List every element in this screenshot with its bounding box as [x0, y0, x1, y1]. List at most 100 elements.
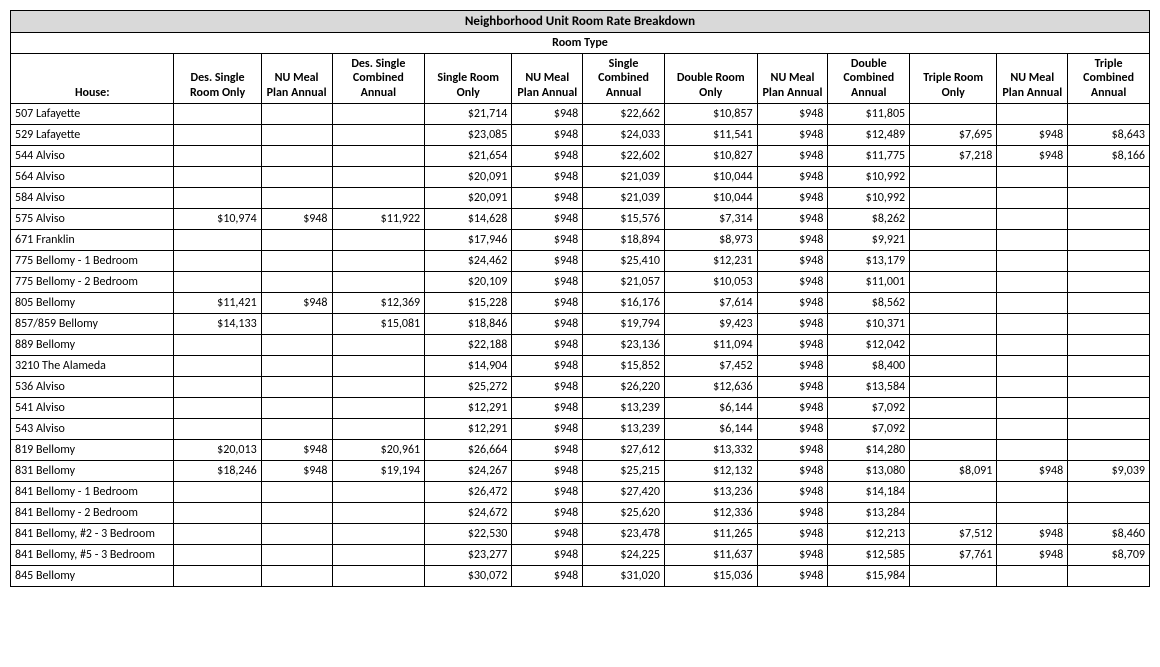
- rate-cell: [332, 146, 425, 167]
- rate-cell: [261, 377, 332, 398]
- rate-cell: $11,805: [828, 104, 910, 125]
- table-row: 575 Alviso$10,974$948$11,922$14,628$948$…: [11, 209, 1150, 230]
- rate-cell: $27,612: [583, 440, 665, 461]
- rate-cell: [174, 335, 261, 356]
- rate-cell: $8,460: [1068, 524, 1150, 545]
- rate-cell: $8,709: [1068, 545, 1150, 566]
- house-name-cell: 889 Bellomy: [11, 335, 174, 356]
- rate-cell: $948: [261, 293, 332, 314]
- rate-cell: $948: [512, 440, 583, 461]
- rate-cell: $12,369: [332, 293, 425, 314]
- rate-cell: [1068, 272, 1150, 293]
- rate-cell: [997, 377, 1068, 398]
- rate-cell: $26,664: [425, 440, 512, 461]
- rate-cell: [1068, 335, 1150, 356]
- rate-cell: $31,020: [583, 566, 665, 587]
- rate-cell: [997, 230, 1068, 251]
- table-row: 775 Bellomy - 2 Bedroom$20,109$948$21,05…: [11, 272, 1150, 293]
- rate-cell: $948: [261, 461, 332, 482]
- rate-cell: $948: [512, 293, 583, 314]
- table-subtitle: Room Type: [11, 33, 1150, 54]
- house-name-cell: 543 Alviso: [11, 419, 174, 440]
- rate-cell: $948: [757, 167, 828, 188]
- rate-cell: $19,794: [583, 314, 665, 335]
- rate-cell: [174, 545, 261, 566]
- table-row: 671 Franklin$17,946$948$18,894$8,973$948…: [11, 230, 1150, 251]
- rate-cell: [997, 104, 1068, 125]
- rate-cell: [332, 482, 425, 503]
- rate-cell: $948: [512, 146, 583, 167]
- rate-cell: $8,400: [828, 356, 910, 377]
- rate-cell: [261, 272, 332, 293]
- rate-cell: $15,576: [583, 209, 665, 230]
- rate-cell: [332, 524, 425, 545]
- rate-cell: [997, 398, 1068, 419]
- rate-cell: $948: [512, 566, 583, 587]
- table-row: 507 Lafayette$21,714$948$22,662$10,857$9…: [11, 104, 1150, 125]
- rate-cell: $25,620: [583, 503, 665, 524]
- rate-cell: [174, 230, 261, 251]
- rate-cell: $23,277: [425, 545, 512, 566]
- rate-cell: [997, 503, 1068, 524]
- table-row: 584 Alviso$20,091$948$21,039$10,044$948$…: [11, 188, 1150, 209]
- rate-cell: $21,057: [583, 272, 665, 293]
- column-header-row: House:Des. Single Room OnlyNU Meal Plan …: [11, 54, 1150, 104]
- rate-cell: $11,094: [664, 335, 757, 356]
- rate-cell: [1068, 503, 1150, 524]
- rate-cell: [910, 251, 997, 272]
- rate-cell: $13,236: [664, 482, 757, 503]
- rate-cell: $8,562: [828, 293, 910, 314]
- rate-cell: [261, 167, 332, 188]
- house-name-cell: 775 Bellomy - 1 Bedroom: [11, 251, 174, 272]
- rate-cell: $7,218: [910, 146, 997, 167]
- rate-cell: $10,053: [664, 272, 757, 293]
- rate-cell: $24,033: [583, 125, 665, 146]
- rate-cell: [910, 503, 997, 524]
- column-header: NU Meal Plan Annual: [261, 54, 332, 104]
- rate-cell: $11,541: [664, 125, 757, 146]
- column-header: Single Combined Annual: [583, 54, 665, 104]
- rate-cell: [261, 314, 332, 335]
- rate-cell: [1068, 356, 1150, 377]
- rate-cell: [1068, 209, 1150, 230]
- rate-cell: [174, 419, 261, 440]
- rate-cell: $948: [512, 398, 583, 419]
- rate-cell: $9,039: [1068, 461, 1150, 482]
- rate-cell: $948: [757, 314, 828, 335]
- rate-cell: [332, 335, 425, 356]
- rate-cell: [910, 230, 997, 251]
- rate-cell: $20,013: [174, 440, 261, 461]
- rate-cell: $13,284: [828, 503, 910, 524]
- rate-cell: [332, 356, 425, 377]
- table-row: 857/859 Bellomy$14,133$15,081$18,846$948…: [11, 314, 1150, 335]
- rate-cell: $948: [997, 146, 1068, 167]
- rate-cell: $19,194: [332, 461, 425, 482]
- rate-cell: [997, 293, 1068, 314]
- rate-cell: $26,472: [425, 482, 512, 503]
- column-header: House:: [11, 54, 174, 104]
- rate-cell: $15,984: [828, 566, 910, 587]
- rate-cell: $10,044: [664, 188, 757, 209]
- rate-cell: [910, 335, 997, 356]
- rate-cell: $948: [512, 230, 583, 251]
- rate-cell: $948: [512, 272, 583, 293]
- rate-cell: [174, 272, 261, 293]
- rate-cell: [174, 104, 261, 125]
- rate-cell: [174, 377, 261, 398]
- rate-cell: $14,280: [828, 440, 910, 461]
- rate-cell: [1068, 314, 1150, 335]
- column-header: Triple Room Only: [910, 54, 997, 104]
- rate-cell: $948: [757, 524, 828, 545]
- rate-cell: $12,585: [828, 545, 910, 566]
- rate-cell: [332, 545, 425, 566]
- rate-cell: [1068, 482, 1150, 503]
- rate-cell: $22,602: [583, 146, 665, 167]
- rate-cell: $948: [512, 503, 583, 524]
- rate-cell: [261, 230, 332, 251]
- rate-cell: [261, 503, 332, 524]
- rate-cell: $948: [757, 272, 828, 293]
- table-row: 841 Bellomy - 2 Bedroom$24,672$948$25,62…: [11, 503, 1150, 524]
- rate-cell: $948: [757, 419, 828, 440]
- rate-cell: $15,852: [583, 356, 665, 377]
- rate-cell: [332, 230, 425, 251]
